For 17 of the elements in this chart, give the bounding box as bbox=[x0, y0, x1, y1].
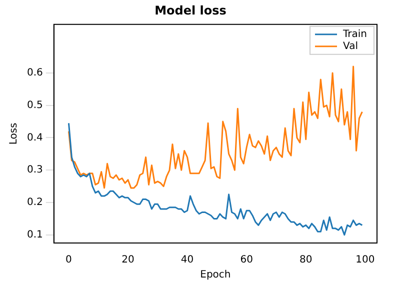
y-axis-title: Loss bbox=[8, 122, 20, 145]
x-axis-title: Epoch bbox=[200, 270, 231, 281]
y-tick-label: 0.1 bbox=[26, 229, 43, 240]
x-tick-label: 20 bbox=[122, 254, 134, 266]
x-tick-label: 100 bbox=[356, 254, 375, 266]
x-tick-label: 0 bbox=[66, 254, 72, 266]
legend-label: Train bbox=[342, 28, 368, 40]
x-tick-label: 60 bbox=[240, 254, 253, 266]
x-tick-label: 40 bbox=[180, 254, 194, 266]
y-tick-label: 0.3 bbox=[26, 164, 43, 176]
chart-title: Model loss bbox=[154, 3, 226, 18]
y-tick-label: 0.6 bbox=[26, 68, 43, 79]
x-tick-label: 80 bbox=[299, 254, 312, 266]
y-tick-label: 0.5 bbox=[26, 100, 43, 111]
legend-label: Val bbox=[343, 40, 358, 52]
y-tick-label: 0.4 bbox=[26, 132, 43, 144]
y-tick-label: 0.2 bbox=[26, 197, 43, 208]
